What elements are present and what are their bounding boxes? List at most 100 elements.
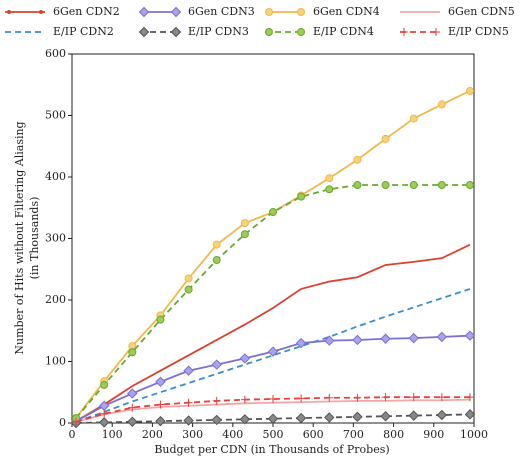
y-tick-label: 600 [45, 47, 66, 60]
marker [267, 346, 279, 357]
marker [265, 8, 273, 16]
marker [297, 8, 305, 16]
x-axis-label: Budget per CDN (in Thousands of Probes) [154, 443, 389, 456]
y-axis-label: Number of Hits without Filtering Aliasin… [13, 121, 26, 354]
marker [352, 411, 363, 423]
marker [295, 337, 307, 349]
marker [325, 185, 334, 194]
marker [211, 414, 222, 426]
marker [353, 155, 362, 164]
marker [156, 315, 165, 324]
x-tick-label: 400 [222, 428, 243, 441]
marker [100, 380, 109, 389]
marker [155, 376, 166, 388]
marker [269, 208, 277, 217]
x-tick-label: 100 [102, 428, 123, 441]
marker [239, 414, 251, 425]
legend-label: 6Gen CDN2 [53, 5, 120, 18]
marker [436, 409, 448, 421]
marker [409, 393, 418, 402]
marker [381, 393, 390, 402]
marker [183, 415, 194, 426]
marker [240, 219, 249, 228]
x-tick-label: 500 [263, 428, 284, 441]
series [72, 393, 474, 426]
marker [297, 192, 306, 201]
marker [184, 398, 193, 407]
legend-label: 6Gen CDN5 [448, 5, 515, 18]
legend-label: E/IP CDN3 [188, 25, 249, 38]
x-tick-label: 0 [69, 428, 76, 441]
marker [128, 348, 137, 357]
marker [7, 10, 11, 14]
x-tick-label: 700 [343, 428, 364, 441]
series [72, 86, 474, 423]
marker [353, 180, 362, 189]
series-line [75, 90, 471, 419]
marker [436, 331, 448, 343]
marker [98, 417, 110, 428]
marker [212, 240, 221, 249]
marker [138, 26, 150, 38]
marker [325, 393, 334, 402]
marker [269, 395, 277, 404]
series-line [75, 184, 470, 419]
marker [324, 335, 335, 346]
marker [100, 409, 109, 418]
marker [409, 180, 418, 189]
series-line [76, 413, 470, 424]
marker [127, 416, 138, 427]
marker [211, 359, 222, 370]
marker [267, 413, 279, 424]
marker [39, 10, 43, 14]
series-line [75, 243, 471, 422]
marker [409, 114, 418, 123]
marker [325, 174, 334, 183]
marker [170, 26, 182, 38]
marker [381, 180, 390, 189]
marker [400, 28, 408, 36]
marker [212, 256, 221, 265]
y-tick-label: 300 [45, 232, 66, 245]
x-tick-label: 1000 [460, 428, 488, 441]
x-tick-label: 800 [383, 428, 404, 441]
marker [465, 180, 474, 189]
marker [437, 393, 446, 402]
marker [324, 412, 335, 423]
marker [465, 86, 474, 95]
series [70, 409, 476, 429]
y-tick-label: 100 [45, 355, 66, 368]
y-tick-label: 0 [59, 416, 66, 429]
marker [184, 285, 193, 294]
marker [240, 230, 249, 239]
marker [437, 100, 446, 109]
marker [353, 393, 362, 402]
marker [212, 396, 221, 405]
legend-label: E/IP CDN4 [313, 25, 374, 38]
marker [465, 393, 474, 402]
marker [464, 409, 476, 420]
marker [72, 417, 81, 426]
y-tick-label: 400 [45, 170, 66, 183]
marker [265, 28, 273, 36]
series [72, 180, 474, 423]
x-tick-label: 300 [182, 428, 203, 441]
marker [437, 180, 446, 189]
legend-label: E/IP CDN2 [53, 25, 114, 38]
marker [380, 333, 391, 344]
marker [184, 274, 193, 283]
x-tick-label: 200 [142, 428, 163, 441]
marker [432, 28, 440, 36]
marker [156, 400, 165, 409]
x-tick-label: 900 [423, 428, 444, 441]
legend-label: 6Gen CDN4 [313, 5, 380, 18]
marker [128, 403, 137, 412]
plot-frame [71, 53, 475, 424]
marker [155, 415, 166, 427]
marker [297, 28, 305, 36]
marker [138, 6, 150, 18]
legend-label: E/IP CDN5 [448, 25, 509, 38]
series-line [75, 396, 470, 423]
marker [183, 365, 194, 376]
